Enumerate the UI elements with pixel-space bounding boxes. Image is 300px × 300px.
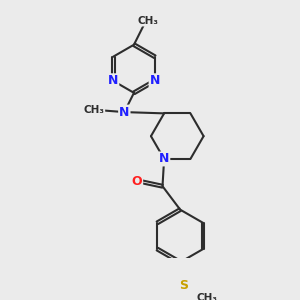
Text: S: S bbox=[179, 279, 188, 292]
Text: CH₃: CH₃ bbox=[197, 292, 218, 300]
Text: CH₃: CH₃ bbox=[83, 106, 104, 116]
Text: N: N bbox=[119, 106, 130, 118]
Text: N: N bbox=[159, 152, 169, 165]
Text: N: N bbox=[150, 74, 160, 87]
Text: CH₃: CH₃ bbox=[138, 16, 159, 26]
Text: N: N bbox=[108, 74, 118, 87]
Text: O: O bbox=[131, 175, 142, 188]
